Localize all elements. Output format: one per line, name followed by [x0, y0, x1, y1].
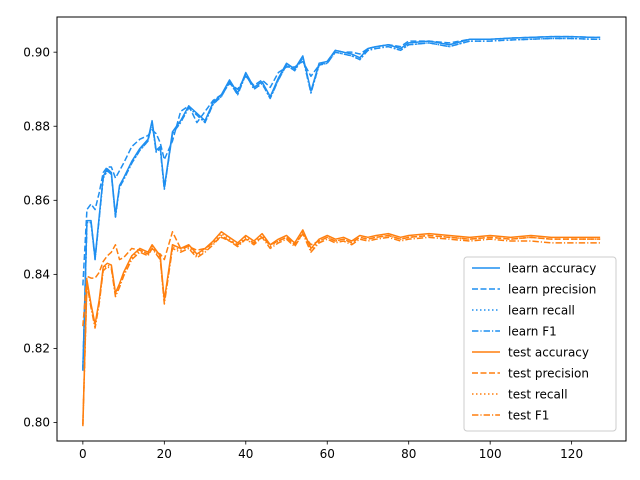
- legend-label: learn accuracy: [508, 261, 596, 275]
- x-tick-label: 40: [238, 447, 253, 461]
- series-line-learn-precision: [82, 35, 601, 286]
- x-tick-label: 0: [79, 447, 87, 461]
- y-tick-label: 0.84: [23, 268, 50, 282]
- x-tick-label: 120: [560, 447, 583, 461]
- y-tick-label: 0.86: [23, 194, 50, 208]
- series-line-test-precision: [82, 231, 601, 327]
- legend-label: test accuracy: [508, 345, 589, 359]
- y-axis: 0.80 0.82 0.84 0.86 0.88 0.90: [23, 45, 57, 430]
- series-line-learn-f1: [82, 37, 601, 371]
- legend-label: learn recall: [508, 303, 575, 317]
- legend-box: [463, 256, 617, 432]
- x-axis: 0 20 40 60 80 100 120: [79, 441, 583, 461]
- legend-label: test precision: [508, 366, 589, 380]
- series-line-test-accuracy: [82, 229, 601, 425]
- legend-label: learn F1: [508, 324, 557, 338]
- series-line-test-f1: [82, 232, 601, 427]
- y-tick-label: 0.82: [23, 342, 50, 356]
- legend: learn accuracy learn precision learn recal…: [463, 256, 617, 432]
- y-tick-label: 0.90: [23, 45, 50, 59]
- plot-lines: [82, 35, 601, 427]
- legend-label: learn precision: [508, 282, 596, 296]
- legend-label: test recall: [508, 387, 568, 401]
- x-tick-label: 80: [401, 447, 416, 461]
- legend-label: test F1: [508, 408, 549, 422]
- x-tick-label: 20: [157, 447, 172, 461]
- x-tick-label: 60: [320, 447, 335, 461]
- y-tick-label: 0.88: [23, 119, 50, 133]
- y-tick-label: 0.80: [23, 416, 50, 430]
- x-tick-label: 100: [479, 447, 502, 461]
- plot-area-frame: [56, 16, 627, 442]
